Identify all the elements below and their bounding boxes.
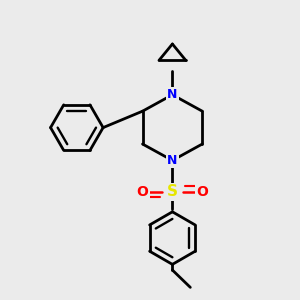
Text: N: N: [167, 154, 178, 167]
Text: O: O: [196, 185, 208, 199]
Text: O: O: [136, 185, 148, 199]
Text: N: N: [167, 88, 178, 101]
Text: S: S: [167, 184, 178, 199]
